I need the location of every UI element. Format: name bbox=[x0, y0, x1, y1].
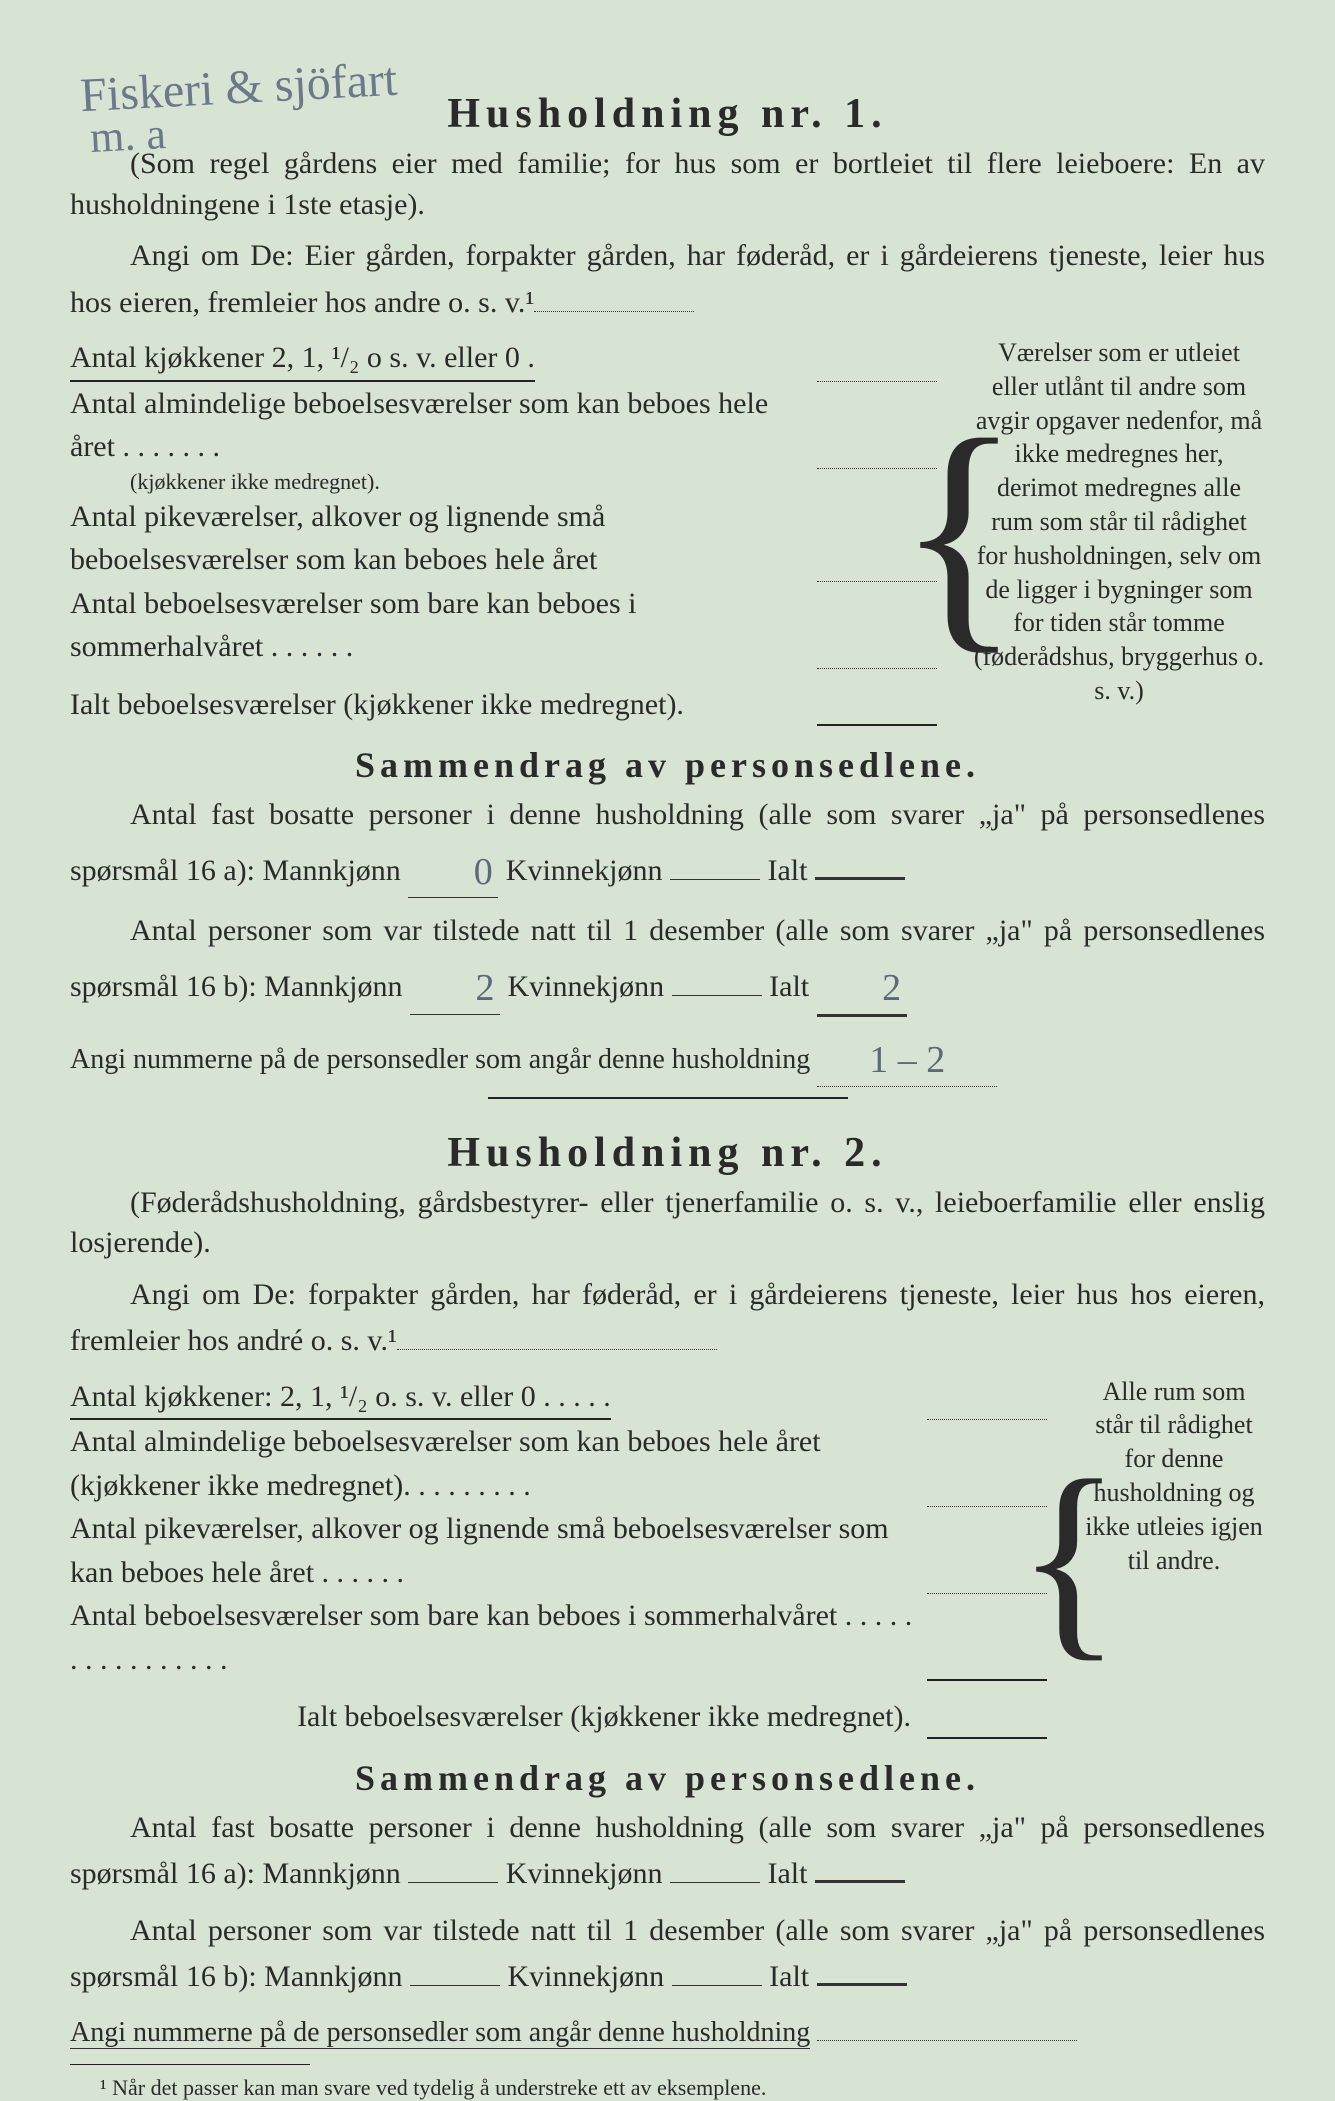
row-kitchens-1: Antal kjøkkener 2, 1, ¹/₂ o s. v. eller … bbox=[70, 336, 937, 382]
row-maid-rooms-2: Antal pikeværelser, alkover og lignende … bbox=[70, 1507, 1047, 1594]
row-maid-rooms-1: Antal pikeværelser, alkover og lignende … bbox=[70, 495, 937, 582]
row-ordinary-rooms-1-label: Antal almindelige beboelsesværelser som … bbox=[70, 382, 811, 469]
label-total-2b: Ialt bbox=[769, 1960, 809, 1993]
row-total-rooms-1: Ialt beboelsesværelser (kjøkkener ikke m… bbox=[70, 683, 937, 727]
row-kitchens-2: Antal kjøkkener: 2, 1, ¹/₂ o. s. v. elle… bbox=[70, 1375, 1047, 1421]
summary-2-num-text: Angi nummerne på de personsedler som ang… bbox=[70, 2017, 810, 2049]
blank-line[interactable] bbox=[534, 311, 694, 312]
row-total-rooms-2-label: Ialt beboelsesværelser (kjøkkener ikke m… bbox=[70, 1695, 921, 1739]
summary-1-a-text: Antal fast bosatte personer i denne hush… bbox=[70, 798, 1265, 887]
household-1-rooms-note: { Værelser som er utleiet eller utlånt t… bbox=[955, 336, 1265, 726]
household-1-rooms-block: Antal kjøkkener 2, 1, ¹/₂ o s. v. eller … bbox=[70, 336, 1265, 726]
label-total-b: Ialt bbox=[769, 970, 809, 1003]
field-female-b-2[interactable] bbox=[672, 1985, 762, 1986]
household-1-rooms-left: Antal kjøkkener 2, 1, ¹/₂ o s. v. eller … bbox=[70, 336, 937, 726]
summary-1-numbers: Angi nummerne på de personsedler som ang… bbox=[70, 1027, 1265, 1087]
summary-1-num-text: Angi nummerne på de personsedler som ang… bbox=[70, 1044, 810, 1075]
household-2-rooms-note: { Alle rum som står til rådighet for den… bbox=[1065, 1375, 1265, 1739]
field-total-b-2[interactable] bbox=[817, 1983, 907, 1986]
field-total-rooms-1[interactable] bbox=[817, 724, 937, 726]
label-female-b: Kvinnekjønn bbox=[507, 970, 664, 1003]
label-female-2: Kvinnekjønn bbox=[506, 1857, 663, 1890]
footnote-text: ¹ Når det passer kan man svare ved tydel… bbox=[70, 2069, 1265, 2101]
row-kitchens-1-label: Antal kjøkkener 2, 1, ¹/₂ o s. v. eller … bbox=[70, 336, 811, 382]
field-total-a-2[interactable] bbox=[815, 1880, 905, 1883]
household-1-angi: Angi om De: Eier gården, forpakter gårde… bbox=[70, 233, 1265, 326]
label-female-2b: Kvinnekjønn bbox=[507, 1960, 664, 1993]
household-2-angi: Angi om De: forpakter gården, har føderå… bbox=[70, 1272, 1265, 1365]
field-female-b-1[interactable] bbox=[672, 995, 762, 996]
field-female-a-2[interactable] bbox=[670, 1882, 760, 1883]
household-2-angi-text: Angi om De: forpakter gården, har føderå… bbox=[70, 1278, 1265, 1358]
summary-2-a-text: Antal fast bosatte personer i denne hush… bbox=[70, 1811, 1265, 1891]
hw-numbers-1: 1 – 2 bbox=[869, 1039, 945, 1081]
household-1-intro: (Som regel gårdens eier med familie; for… bbox=[70, 144, 1265, 225]
row-ordinary-rooms-1: Antal almindelige beboelsesværelser som … bbox=[70, 382, 937, 469]
household-2-intro: (Føderådshusholdning, gårdsbestyrer- ell… bbox=[70, 1183, 1265, 1264]
field-male-a-1[interactable]: 0 bbox=[408, 839, 498, 899]
row-ordinary-rooms-2-label: Antal almindelige beboelsesværelser som … bbox=[70, 1420, 921, 1507]
field-kitchens-2[interactable] bbox=[927, 1419, 1047, 1420]
hw-male-a-1: 0 bbox=[474, 851, 493, 893]
row-summer-rooms-1-label: Antal beboelsesværelser som bare kan beb… bbox=[70, 582, 811, 669]
summary-1-line-b: Antal personer som var tilstede natt til… bbox=[70, 908, 1265, 1016]
row-summer-rooms-1: Antal beboelsesværelser som bare kan beb… bbox=[70, 582, 937, 669]
brace-icon-2: { bbox=[1059, 1375, 1079, 1739]
summary-2-line-b: Antal personer som var tilstede natt til… bbox=[70, 1908, 1265, 2001]
household-1-angi-text: Angi om De: Eier gården, forpakter gårde… bbox=[70, 239, 1265, 319]
row-summer-rooms-2-label: Antal beboelsesværelser som bare kan beb… bbox=[70, 1594, 921, 1681]
summary-2-line-a: Antal fast bosatte personer i denne hush… bbox=[70, 1805, 1265, 1898]
field-male-a-2[interactable] bbox=[408, 1882, 498, 1883]
field-numbers-1[interactable]: 1 – 2 bbox=[817, 1027, 997, 1087]
field-numbers-2[interactable] bbox=[817, 2040, 1077, 2041]
row-summer-rooms-2: Antal beboelsesværelser som bare kan beb… bbox=[70, 1594, 1047, 1681]
kitchen-note-1: (kjøkkener ikke medregnet). bbox=[130, 469, 937, 495]
blank-line-2[interactable] bbox=[397, 1349, 717, 1350]
field-male-b-2[interactable] bbox=[410, 1985, 500, 1986]
summary-2-b-text: Antal personer som var tilstede natt til… bbox=[70, 1914, 1265, 1994]
household-2-rooms-left: Antal kjøkkener: 2, 1, ¹/₂ o. s. v. elle… bbox=[70, 1375, 1047, 1739]
row-ordinary-rooms-2: Antal almindelige beboelsesværelser som … bbox=[70, 1420, 1047, 1507]
label-female: Kvinnekjønn bbox=[506, 854, 663, 887]
row-maid-rooms-1-label: Antal pikeværelser, alkover og lignende … bbox=[70, 495, 811, 582]
row-total-rooms-2: Ialt beboelsesværelser (kjøkkener ikke m… bbox=[70, 1695, 1047, 1739]
field-female-a-1[interactable] bbox=[670, 879, 760, 880]
field-male-b-1[interactable]: 2 bbox=[410, 955, 500, 1015]
label-total: Ialt bbox=[767, 854, 807, 887]
handwritten-annotation-2: m. a bbox=[89, 108, 167, 163]
row-kitchens-2-label: Antal kjøkkener: 2, 1, ¹/₂ o. s. v. elle… bbox=[70, 1375, 921, 1421]
label-total-2: Ialt bbox=[767, 1857, 807, 1890]
household-2-title: Husholdning nr. 2. bbox=[70, 1129, 1265, 1177]
row-maid-rooms-2-label: Antal pikeværelser, alkover og lignende … bbox=[70, 1507, 921, 1594]
census-form-page: Fiskeri & sjöfart m. a Husholdning nr. 1… bbox=[70, 90, 1265, 2038]
summary-1-b-text: Antal personer som var tilstede natt til… bbox=[70, 914, 1265, 1003]
field-total-b-1[interactable]: 2 bbox=[817, 955, 907, 1017]
hw-total-b-1: 2 bbox=[882, 967, 901, 1009]
field-summer-rooms-2[interactable] bbox=[927, 1679, 1047, 1681]
household-2-rooms-block: Antal kjøkkener: 2, 1, ¹/₂ o. s. v. elle… bbox=[70, 1375, 1265, 1739]
field-total-a-1[interactable] bbox=[815, 877, 905, 880]
brace-icon: { bbox=[949, 336, 969, 726]
row-total-rooms-1-label: Ialt beboelsesværelser (kjøkkener ikke m… bbox=[70, 683, 811, 727]
summary-2-heading: Sammendrag av personsedlene. bbox=[70, 1757, 1265, 1799]
field-kitchens-1[interactable] bbox=[817, 381, 937, 382]
hw-male-b-1: 2 bbox=[475, 967, 494, 1009]
summary-1-line-a: Antal fast bosatte personer i denne hush… bbox=[70, 792, 1265, 898]
field-total-rooms-2[interactable] bbox=[927, 1737, 1047, 1739]
divider-1 bbox=[488, 1097, 848, 1099]
footnote-rule bbox=[70, 2064, 310, 2065]
summary-1-heading: Sammendrag av personsedlene. bbox=[70, 744, 1265, 786]
